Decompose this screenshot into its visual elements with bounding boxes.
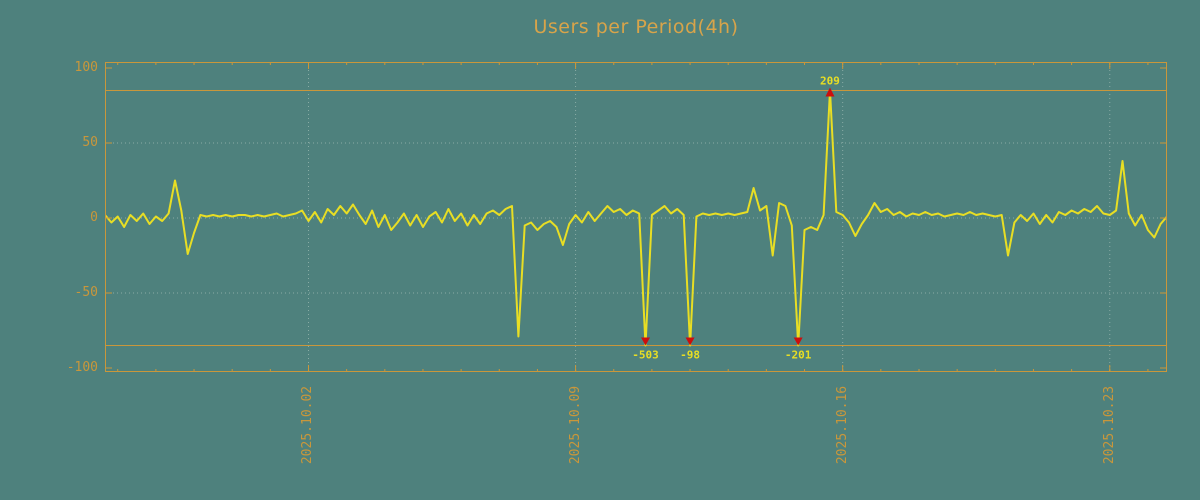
y-axis-tick-label: 100 [74,60,98,75]
clip-marker-label: -503 [632,349,659,362]
clip-marker-down [685,337,695,346]
y-axis-tick-label: -100 [66,360,98,375]
y-axis-tick-label: -50 [74,285,98,300]
clip-marker-down [793,337,803,346]
clip-marker-label: 209 [820,75,840,88]
x-axis-tick-label: 2025.10.23 [1101,385,1117,465]
x-axis-tick-label: 2025.10.02 [300,385,316,465]
plot-svg: -503 -98 -201 209 [105,62,1167,372]
y-axis-tick-label: 50 [82,135,98,150]
clip-marker-up [825,87,835,97]
clip-marker-label: -201 [785,349,812,362]
y-axis-tick-label: 0 [90,210,98,225]
clip-marker-down [641,337,651,346]
x-axis-tick-label: 2025.10.16 [834,385,850,465]
series-line [105,89,1167,347]
plot-border [105,62,1167,372]
x-axis-tick-label: 2025.10.09 [567,385,583,465]
chart-title: Users per Period(4h) [533,16,739,38]
clip-marker-label: -98 [680,349,700,362]
